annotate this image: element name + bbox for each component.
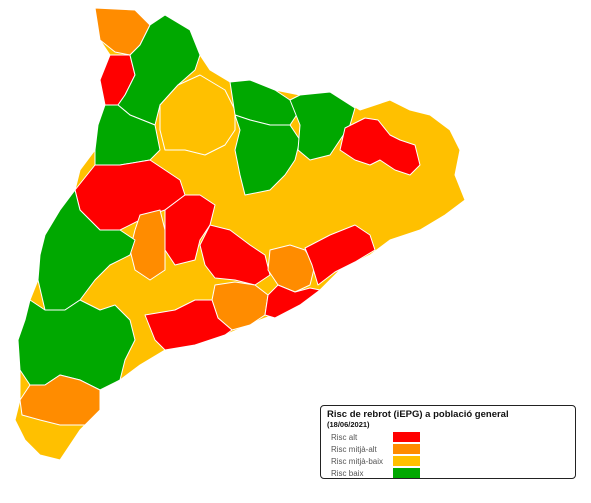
region-girona bbox=[339, 117, 421, 176]
legend-item: Risc mitjà-baix bbox=[327, 455, 569, 467]
region-osona bbox=[234, 114, 301, 196]
legend-item: Risc mitjà-alt bbox=[327, 443, 569, 455]
region-maresme bbox=[304, 224, 376, 286]
legend-item: Risc alt bbox=[327, 431, 569, 443]
region-valles-oriental bbox=[267, 244, 316, 293]
region-montsia bbox=[19, 374, 101, 426]
legend: Risc de rebrot (iEPG) a població general… bbox=[320, 405, 576, 479]
legend-item: Risc baix bbox=[327, 467, 569, 479]
legend-swatch bbox=[393, 456, 420, 466]
legend-swatch bbox=[393, 432, 420, 442]
legend-item-label: Risc baix bbox=[331, 468, 364, 478]
region-segria bbox=[37, 189, 136, 311]
legend-title: Risc de rebrot (iEPG) a població general bbox=[327, 409, 509, 420]
legend-item-label: Risc mitjà-baix bbox=[331, 456, 384, 466]
legend-item-label: Risc mitjà-alt bbox=[331, 444, 377, 454]
region-garrotxa bbox=[289, 91, 356, 161]
region-penedes bbox=[144, 299, 233, 351]
region-terra-alta bbox=[17, 299, 136, 391]
legend-swatch bbox=[393, 444, 420, 454]
legend-date: (18/06/2021) bbox=[327, 420, 370, 429]
legend-swatch bbox=[393, 468, 420, 478]
region-barcelones bbox=[264, 284, 321, 319]
legend-item-label: Risc alt bbox=[331, 432, 358, 442]
region-alt-urgell bbox=[159, 74, 236, 156]
